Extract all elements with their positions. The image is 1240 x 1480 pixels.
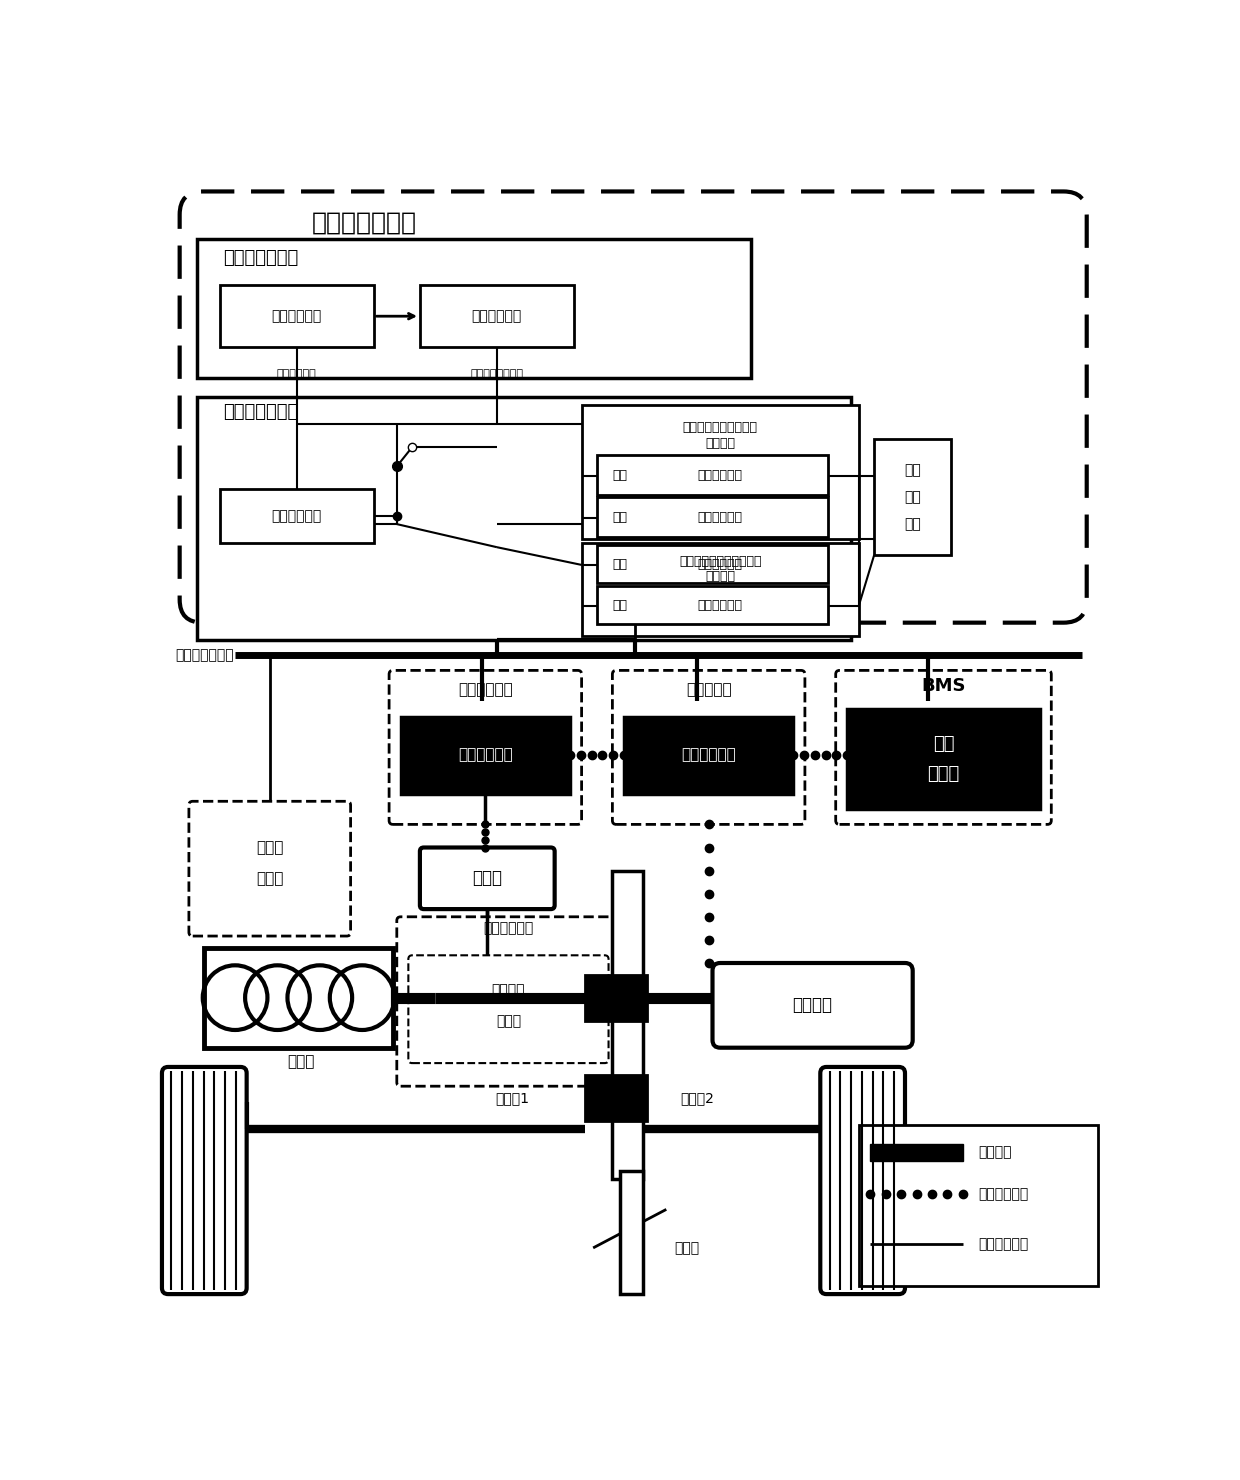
Text: 第二: 第二 (613, 599, 627, 613)
FancyBboxPatch shape (821, 1067, 905, 1294)
Text: 发送: 发送 (904, 490, 921, 505)
FancyBboxPatch shape (397, 916, 620, 1086)
Text: 电池组: 电池组 (928, 765, 960, 783)
Bar (582, 404, 859, 540)
FancyBboxPatch shape (836, 670, 1052, 824)
Text: 功率控制模块: 功率控制模块 (681, 747, 737, 762)
Bar (870, 1144, 962, 1160)
Text: 信号解析模块: 信号解析模块 (471, 309, 522, 323)
Text: 控制模块: 控制模块 (706, 570, 735, 583)
Text: 实时调度模块: 实时调度模块 (698, 469, 743, 482)
Text: 动力: 动力 (932, 734, 955, 752)
Text: 控制器: 控制器 (257, 870, 284, 887)
FancyBboxPatch shape (180, 191, 1086, 623)
Text: 信号: 信号 (904, 463, 921, 477)
Text: 通信线束连接: 通信线束连接 (978, 1237, 1028, 1251)
Bar (596, 454, 828, 494)
Text: 发动机: 发动机 (257, 841, 284, 855)
Text: 实时调度模块: 实时调度模块 (698, 558, 743, 571)
FancyBboxPatch shape (713, 963, 913, 1048)
Bar (420, 286, 574, 346)
Bar (582, 543, 859, 636)
Bar (197, 397, 851, 639)
Text: 第二: 第二 (613, 558, 627, 571)
Bar (620, 1171, 644, 1294)
Text: 纯发动机向混合驱动切换: 纯发动机向混合驱动切换 (680, 555, 761, 567)
FancyBboxPatch shape (389, 670, 582, 824)
Text: 驱动电机: 驱动电机 (792, 996, 832, 1014)
Text: 纯电动向混合驱动切换: 纯电动向混合驱动切换 (683, 422, 758, 434)
Text: 模式切换解析层: 模式切换解析层 (223, 250, 299, 268)
Text: 减速器: 减速器 (675, 1240, 699, 1255)
FancyBboxPatch shape (188, 801, 351, 935)
Text: 控制器: 控制器 (496, 1014, 521, 1027)
Text: 切换策略实现层: 切换策略实现层 (223, 404, 299, 422)
Text: BMS: BMS (921, 676, 966, 694)
FancyBboxPatch shape (162, 1067, 247, 1294)
Bar (197, 240, 751, 377)
FancyBboxPatch shape (420, 848, 554, 909)
Bar (847, 709, 1040, 810)
Text: 发电机: 发电机 (472, 869, 502, 888)
Text: 模块: 模块 (904, 517, 921, 531)
Text: 过程控制模块: 过程控制模块 (698, 599, 743, 613)
FancyBboxPatch shape (408, 955, 609, 1063)
Bar (401, 716, 570, 793)
Text: 电气线束连接: 电气线束连接 (978, 1187, 1028, 1200)
Text: 第一: 第一 (613, 469, 627, 482)
Text: 离合器2: 离合器2 (681, 1091, 714, 1104)
Text: 机械连接: 机械连接 (978, 1146, 1012, 1159)
Bar (585, 1074, 647, 1120)
Text: 电机控制器: 电机控制器 (686, 682, 732, 697)
Text: 信号接收模块: 信号接收模块 (272, 309, 322, 323)
Text: 动力耦合: 动力耦合 (492, 983, 526, 998)
Bar (613, 870, 644, 1178)
Bar (219, 490, 373, 543)
Text: 发电机控制器: 发电机控制器 (458, 682, 512, 697)
Text: 第一: 第一 (613, 512, 627, 524)
Bar (219, 286, 373, 346)
Text: 控制模块: 控制模块 (706, 437, 735, 450)
Text: 总线型车载网络: 总线型车载网络 (175, 648, 233, 662)
Bar (205, 947, 393, 1048)
Text: 状态信号总线: 状态信号总线 (277, 369, 316, 379)
Text: 机械耦合装置: 机械耦合装置 (484, 922, 533, 935)
Bar (596, 586, 828, 625)
Text: 动力耦合控制器: 动力耦合控制器 (312, 210, 417, 234)
Bar (596, 545, 828, 583)
Text: 离合器1: 离合器1 (495, 1091, 529, 1104)
Bar (596, 497, 828, 537)
Text: 发动机: 发动机 (286, 1054, 314, 1069)
Bar (624, 716, 794, 793)
FancyBboxPatch shape (613, 670, 805, 824)
Bar (859, 1125, 1097, 1286)
Bar (874, 440, 951, 555)
Bar (585, 974, 647, 1021)
Text: 切换开关模块: 切换开关模块 (272, 509, 322, 524)
Text: 模式选择命令总线: 模式选择命令总线 (470, 369, 523, 379)
Text: 过程控制模块: 过程控制模块 (698, 512, 743, 524)
Text: 功率控制模块: 功率控制模块 (458, 747, 512, 762)
